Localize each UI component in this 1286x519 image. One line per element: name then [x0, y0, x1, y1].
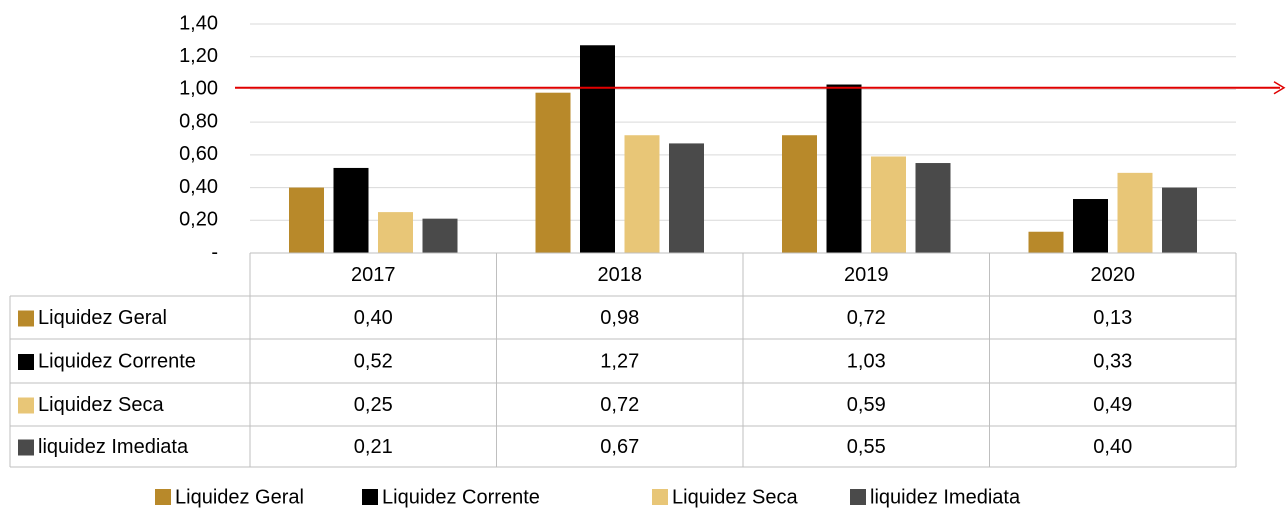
bar: [624, 135, 660, 253]
y-tick-label: 1,20: [179, 45, 218, 67]
legend-key: [362, 489, 378, 505]
x-tick-label: 2018: [598, 264, 643, 286]
table-cell: 1,03: [847, 350, 886, 372]
reference-arrow: [1273, 81, 1286, 95]
table-cell: 0,40: [354, 307, 393, 329]
y-tick-label: 1,00: [179, 78, 218, 100]
legend-label: Liquidez Seca: [672, 486, 799, 508]
table-cell: 0,55: [847, 436, 886, 458]
y-tick-label: 0,80: [179, 110, 218, 132]
bar: [333, 167, 369, 253]
bar: [580, 45, 615, 254]
bar: [535, 92, 571, 253]
table-legend-key: [18, 397, 34, 414]
legend-key: [652, 489, 668, 505]
bar: [422, 218, 458, 253]
x-tick-label: 2019: [844, 264, 889, 286]
legend-label: liquidez Imediata: [870, 486, 1021, 508]
x-tick-label: 2017: [351, 264, 396, 286]
table-legend-key: [18, 439, 34, 456]
table-cell: 0,21: [354, 436, 393, 458]
y-tick-label: -: [211, 241, 218, 263]
bar: [289, 187, 324, 253]
table-cell: 0,67: [600, 436, 639, 458]
x-tick-label: 2020: [1091, 264, 1136, 286]
y-tick-label: 0,20: [179, 209, 218, 231]
bar: [826, 84, 862, 254]
table-cell: 0,72: [600, 394, 639, 416]
legend-key: [155, 489, 171, 505]
legend-label: Liquidez Corrente: [382, 486, 540, 508]
bar: [669, 143, 704, 253]
table-cell: 0,98: [600, 307, 639, 329]
bar: [871, 156, 906, 253]
table-cell: 0,72: [847, 307, 886, 329]
bar: [782, 135, 817, 253]
y-tick-label: 0,40: [179, 176, 218, 198]
table-cell: 0,52: [354, 350, 393, 372]
bar: [378, 212, 413, 253]
table-cell: 0,40: [1093, 436, 1132, 458]
bar: [1028, 231, 1064, 253]
bar: [1117, 172, 1153, 253]
table-cell: 0,25: [354, 394, 393, 416]
table-cell: 0,49: [1093, 394, 1132, 416]
y-tick-label: 1,40: [179, 12, 218, 34]
bar: [1073, 199, 1108, 253]
table-cell: 1,27: [600, 350, 639, 372]
table-cell: 0,13: [1093, 307, 1132, 329]
legend-label: Liquidez Geral: [175, 486, 304, 508]
table-cell: 0,59: [847, 394, 886, 416]
table-cell: 0,33: [1093, 350, 1132, 372]
legend-key: [850, 489, 866, 505]
table-row-label: Liquidez Seca: [38, 394, 165, 416]
table-row-label: Liquidez Geral: [38, 307, 167, 329]
table-row-label: Liquidez Corrente: [38, 350, 196, 372]
table-legend-key: [18, 354, 34, 370]
bar: [915, 163, 951, 253]
table-legend-key: [18, 310, 34, 327]
bar: [1162, 187, 1197, 253]
y-tick-label: 0,60: [179, 143, 218, 165]
table-row-label: liquidez Imediata: [38, 436, 189, 458]
